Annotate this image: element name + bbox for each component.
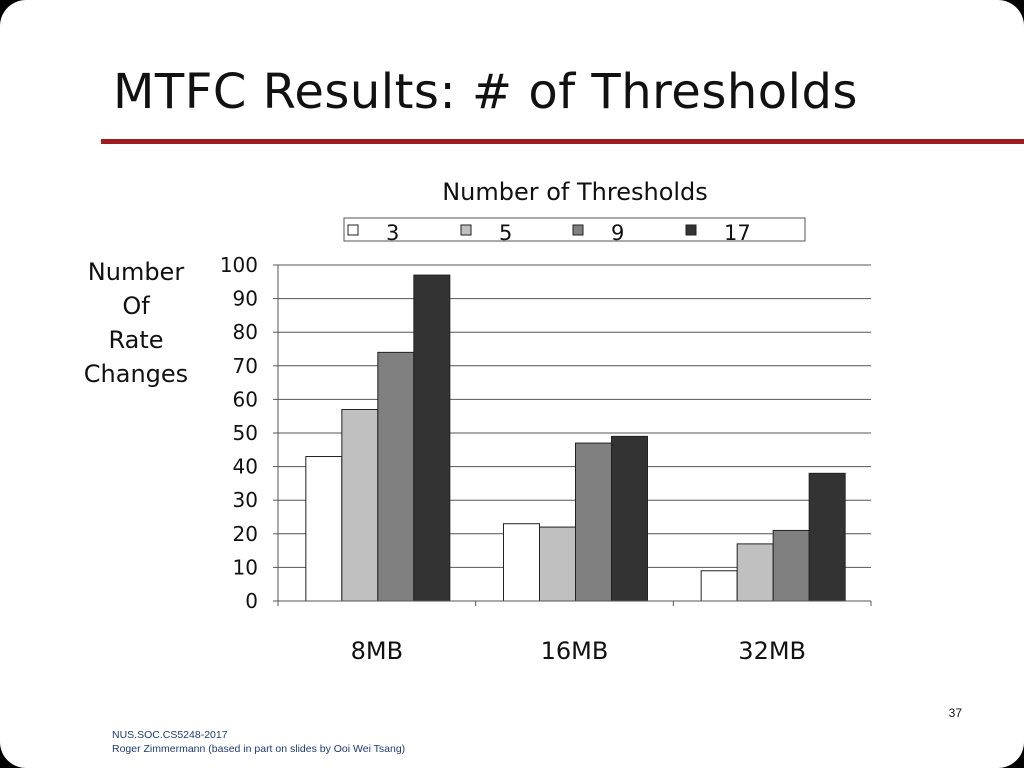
legend-swatch bbox=[347, 224, 359, 236]
slide-footer: NUS.SOC.CS5248-2017 Roger Zimmermann (ba… bbox=[112, 728, 405, 756]
y-axis-label: Number Of Rate Changes bbox=[84, 258, 188, 388]
y-tick-label: 70 bbox=[233, 354, 258, 378]
x-axis bbox=[277, 265, 872, 606]
y-axis-label-line: Of bbox=[122, 292, 150, 320]
bar-32MB-series-17 bbox=[808, 472, 846, 602]
slide-title: MTFC Results: # of Thresholds bbox=[113, 64, 858, 120]
legend-label: 9 bbox=[611, 221, 624, 245]
y-tick-label: 40 bbox=[233, 455, 258, 479]
legend-swatch bbox=[460, 224, 472, 236]
y-axis-label-line: Number bbox=[88, 258, 185, 286]
bar-16MB-series-17 bbox=[611, 435, 648, 602]
chart-legend: 3 5 9 17 bbox=[343, 217, 806, 245]
x-axis-tick-labels: 8MB 16MB 32MB bbox=[351, 637, 806, 665]
bars bbox=[305, 274, 846, 602]
bar-8MB-series-17 bbox=[413, 274, 451, 602]
bar-8MB-series-9 bbox=[377, 351, 415, 602]
y-axis-label-line: Rate bbox=[108, 326, 163, 354]
bar-16MB-series-3 bbox=[503, 523, 540, 602]
bar-32MB-series-3 bbox=[700, 570, 738, 602]
x-tick-label: 8MB bbox=[351, 637, 403, 665]
title-rule bbox=[101, 139, 1024, 144]
legend-swatch bbox=[685, 224, 697, 236]
y-tick-label: 60 bbox=[233, 387, 258, 411]
footer-credit: Roger Zimmermann (based in part on slide… bbox=[112, 743, 406, 755]
chart-title: Number of Thresholds bbox=[442, 178, 708, 206]
page-number: 37 bbox=[948, 706, 962, 720]
legend-label: 17 bbox=[724, 221, 751, 245]
x-tick-label: 16MB bbox=[541, 637, 609, 665]
legend-label: 3 bbox=[386, 221, 399, 245]
x-tick-label: 32MB bbox=[738, 637, 806, 665]
y-tick-label: 90 bbox=[233, 287, 258, 311]
y-tick-label: 100 bbox=[220, 253, 258, 277]
bar-32MB-series-9 bbox=[772, 529, 810, 602]
bar-8MB-series-3 bbox=[305, 456, 343, 602]
bar-16MB-series-9 bbox=[575, 442, 612, 602]
footer-course: NUS.SOC.CS5248-2017 bbox=[112, 729, 228, 741]
y-tick-label: 10 bbox=[233, 555, 258, 579]
bar-32MB-series-5 bbox=[736, 543, 774, 602]
y-tick-label: 30 bbox=[233, 488, 258, 512]
y-axis-label-line: Changes bbox=[84, 360, 188, 388]
bar-16MB-series-5 bbox=[539, 526, 576, 602]
legend-label: 5 bbox=[499, 221, 512, 245]
y-tick-label: 20 bbox=[233, 522, 258, 546]
bar-8MB-series-5 bbox=[341, 408, 379, 602]
y-tick-label: 0 bbox=[245, 589, 258, 613]
y-tick-label: 50 bbox=[233, 421, 258, 445]
y-axis-ticks: 0 10 20 30 40 50 60 70 80 90 100 bbox=[220, 253, 278, 613]
y-tick-label: 80 bbox=[233, 320, 258, 344]
legend-swatch bbox=[572, 224, 584, 236]
